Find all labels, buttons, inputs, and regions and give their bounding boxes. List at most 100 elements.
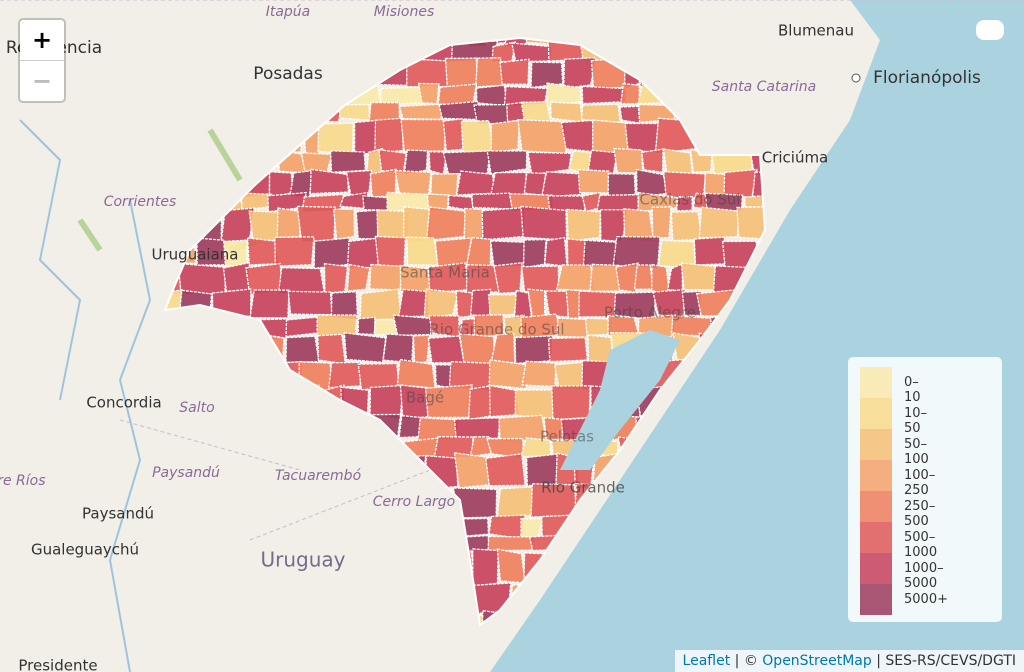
legend-label: 10–50 — [904, 406, 928, 436]
municipality — [177, 262, 227, 295]
municipality — [553, 361, 586, 392]
municipality — [670, 211, 703, 242]
municipality — [496, 548, 526, 584]
place-label: Bagé — [406, 389, 444, 407]
layer-button[interactable] — [976, 20, 1004, 40]
municipality — [300, 152, 333, 173]
municipality — [374, 235, 407, 268]
lagoon — [560, 330, 680, 470]
municipality — [581, 85, 627, 105]
legend-swatch — [860, 491, 892, 522]
municipality — [589, 263, 621, 293]
municipality — [693, 236, 726, 266]
legend-swatch — [860, 398, 892, 429]
leaflet-link[interactable]: Leaflet — [682, 653, 731, 669]
legend-swatch — [860, 460, 892, 491]
municipality — [486, 437, 524, 459]
municipality — [398, 414, 422, 439]
municipality — [453, 417, 501, 440]
legend: 0–10 10–50 50–100 100–250 250–500 500–1000 100… — [848, 357, 1002, 622]
municipality — [633, 264, 654, 291]
place-label: Pelotas — [540, 428, 594, 446]
municipality — [527, 151, 573, 176]
municipality — [353, 119, 379, 155]
place-label: Uruguaiana — [152, 246, 239, 264]
municipality — [540, 171, 583, 198]
place-label: Santa Catarina — [712, 79, 816, 95]
municipality — [547, 337, 589, 363]
attribution-source: | SES-RS/CEVS/DGTI — [871, 653, 1016, 669]
municipality — [488, 359, 528, 390]
municipality — [394, 169, 432, 196]
attribution: Leaflet | © OpenStreetMap | SES-RS/CEVS/… — [674, 650, 1024, 672]
municipality — [560, 119, 595, 153]
municipality — [582, 239, 618, 269]
municipality — [430, 173, 459, 197]
legend-label: 50–100 — [904, 437, 929, 467]
municipality — [584, 317, 614, 337]
place-label: Tacuarembó — [275, 468, 362, 484]
attribution-separator: | © — [730, 653, 763, 669]
municipality — [396, 358, 436, 389]
municipality — [433, 435, 474, 459]
municipality — [566, 208, 602, 242]
legend-swatch — [860, 522, 892, 553]
municipality — [222, 261, 250, 292]
municipality — [619, 105, 641, 124]
municipality — [346, 237, 380, 270]
municipality — [369, 263, 403, 291]
municipality — [615, 262, 639, 294]
municipality — [520, 437, 552, 458]
municipality — [563, 56, 597, 90]
place-label: Paysandú — [152, 465, 220, 481]
municipality — [544, 236, 568, 268]
place-label: Criciúma — [762, 149, 829, 167]
municipality — [469, 288, 492, 318]
municipality — [641, 148, 664, 173]
municipality — [613, 291, 657, 321]
municipality — [330, 291, 359, 321]
municipality — [373, 319, 399, 336]
municipality — [591, 119, 630, 154]
municipality — [546, 82, 583, 108]
municipality — [276, 207, 301, 238]
municipality — [428, 151, 448, 176]
municipality — [316, 314, 358, 339]
municipality — [400, 118, 447, 153]
municipality — [427, 335, 465, 364]
municipality — [285, 335, 320, 364]
municipality — [624, 122, 660, 154]
municipality — [488, 384, 521, 418]
municipality — [703, 172, 728, 199]
place-label: Santa Maria — [400, 264, 490, 282]
municipality — [317, 122, 354, 155]
municipality — [472, 548, 499, 588]
zoom-in-button[interactable]: + — [31, 26, 53, 54]
osm-link[interactable]: OpenStreetMap — [762, 653, 872, 669]
municipality — [599, 209, 629, 242]
municipality — [332, 208, 356, 240]
legend-swatch — [860, 367, 892, 398]
municipality — [556, 317, 589, 338]
municipality — [667, 262, 684, 293]
municipality — [587, 334, 614, 366]
municipality — [651, 263, 671, 296]
municipality — [490, 119, 520, 154]
place-label: Blumenau — [778, 22, 854, 40]
place-label: Cerro Largo — [373, 494, 456, 510]
place-label: Entre Ríos — [0, 473, 46, 489]
place-label: Posadas — [253, 64, 323, 84]
municipality — [544, 290, 569, 318]
municipality — [424, 384, 473, 419]
municipality — [460, 120, 495, 153]
municipality — [565, 288, 581, 319]
municipality — [285, 316, 321, 338]
municipality — [425, 206, 467, 242]
municipality — [523, 171, 547, 197]
zoom-out-button[interactable]: − — [20, 60, 64, 101]
municipality — [249, 289, 290, 319]
municipality — [511, 42, 553, 63]
municipality — [475, 84, 509, 107]
place-label: Itapúa — [266, 4, 311, 20]
